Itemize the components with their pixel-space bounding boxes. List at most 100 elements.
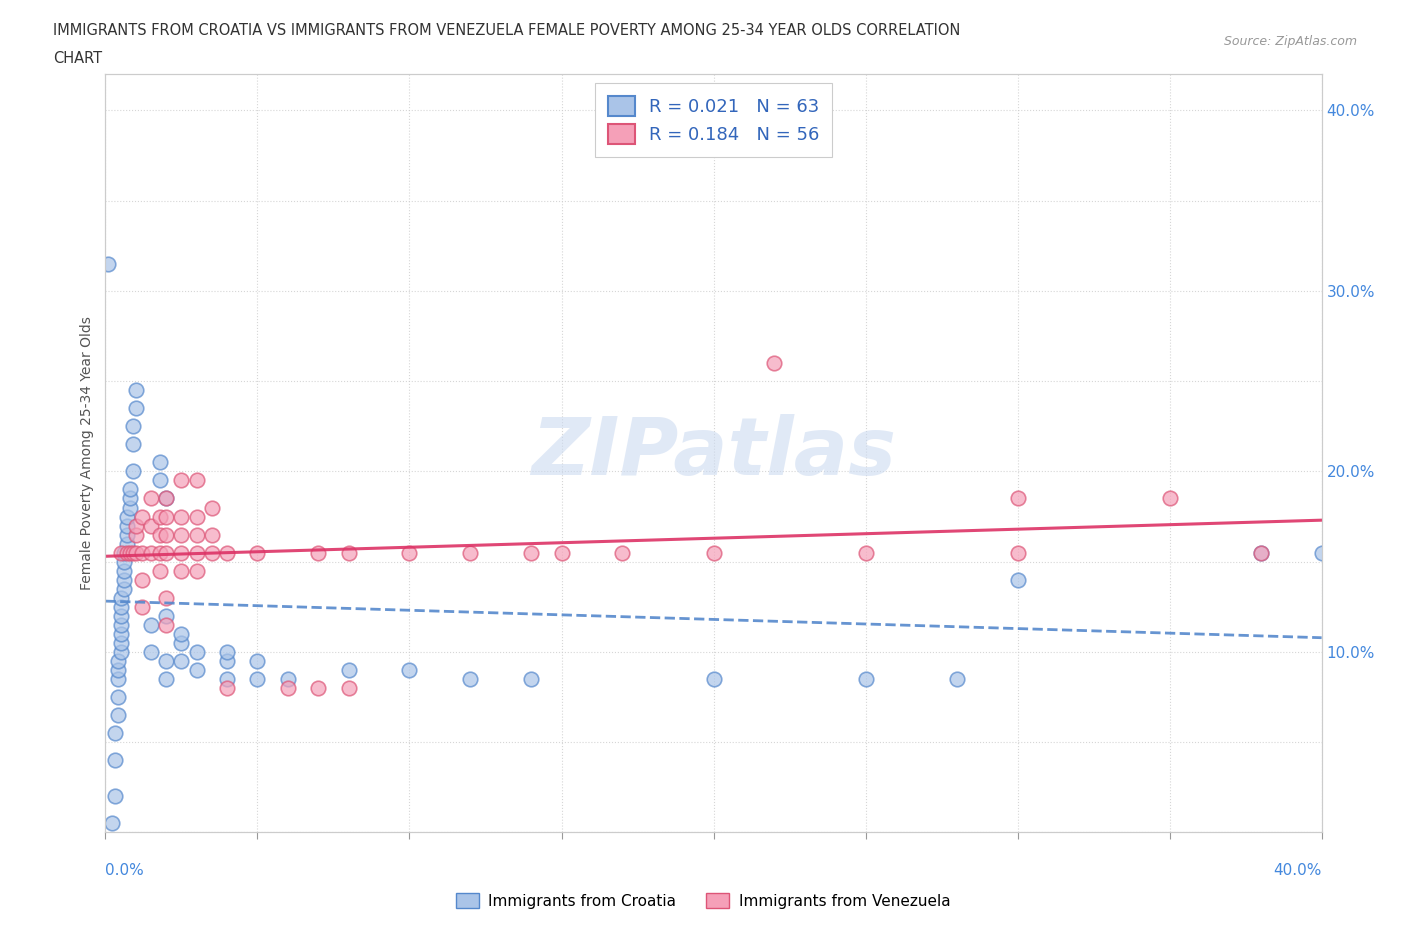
Point [115, 537, 138, 551]
Point [398, 545, 420, 560]
Point [307, 545, 329, 560]
Point [217, 644, 239, 659]
Point [118, 545, 141, 560]
Point [110, 545, 132, 560]
Point [1250, 545, 1272, 560]
Point [1007, 491, 1029, 506]
Point [170, 564, 193, 578]
Point [103, 752, 125, 767]
Point [1310, 545, 1333, 560]
Point [1159, 491, 1181, 506]
Point [186, 509, 208, 524]
Point [217, 545, 239, 560]
Point [107, 708, 129, 723]
Point [217, 654, 239, 669]
Point [337, 662, 360, 677]
Text: 40.0%: 40.0% [1274, 863, 1322, 878]
Point [139, 618, 162, 632]
Point [763, 355, 786, 370]
Point [201, 527, 224, 542]
Point [107, 689, 129, 704]
Point [155, 527, 177, 542]
Point [702, 671, 725, 686]
Point [149, 455, 172, 470]
Point [170, 509, 193, 524]
Point [131, 545, 153, 560]
Point [186, 527, 208, 542]
Point [1007, 572, 1029, 587]
Point [125, 527, 148, 542]
Point [115, 545, 138, 560]
Point [103, 789, 125, 804]
Y-axis label: Female Poverty Among 25-34 Year Olds: Female Poverty Among 25-34 Year Olds [80, 316, 94, 591]
Point [217, 671, 239, 686]
Point [110, 618, 132, 632]
Text: Source: ZipAtlas.com: Source: ZipAtlas.com [1223, 35, 1357, 48]
Point [277, 681, 299, 696]
Point [131, 509, 153, 524]
Point [186, 473, 208, 488]
Point [155, 491, 177, 506]
Point [155, 509, 177, 524]
Point [945, 671, 967, 686]
Point [520, 671, 543, 686]
Point [110, 591, 132, 605]
Point [1007, 545, 1029, 560]
Point [139, 491, 162, 506]
Point [520, 545, 543, 560]
Point [110, 627, 132, 642]
Point [201, 545, 224, 560]
Legend: R = 0.021   N = 63, R = 0.184   N = 56: R = 0.021 N = 63, R = 0.184 N = 56 [595, 84, 832, 156]
Point [155, 591, 177, 605]
Point [112, 554, 135, 569]
Point [131, 572, 153, 587]
Point [246, 545, 269, 560]
Point [115, 509, 138, 524]
Point [125, 383, 148, 398]
Point [118, 482, 141, 497]
Point [155, 654, 177, 669]
Point [186, 564, 208, 578]
Point [125, 401, 148, 416]
Point [149, 545, 172, 560]
Point [458, 671, 481, 686]
Text: CHART: CHART [53, 51, 103, 66]
Point [139, 518, 162, 533]
Point [170, 654, 193, 669]
Point [112, 545, 135, 560]
Point [155, 618, 177, 632]
Point [186, 662, 208, 677]
Point [121, 464, 143, 479]
Point [170, 635, 193, 650]
Point [201, 500, 224, 515]
Point [149, 509, 172, 524]
Point [112, 581, 135, 596]
Point [118, 500, 141, 515]
Point [121, 437, 143, 452]
Point [337, 681, 360, 696]
Point [155, 671, 177, 686]
Point [246, 654, 269, 669]
Point [110, 608, 132, 623]
Point [139, 644, 162, 659]
Point [112, 564, 135, 578]
Point [97, 257, 120, 272]
Point [149, 564, 172, 578]
Text: ZIPatlas: ZIPatlas [531, 415, 896, 492]
Point [103, 725, 125, 740]
Point [100, 816, 122, 830]
Point [121, 418, 143, 433]
Point [550, 545, 572, 560]
Point [155, 545, 177, 560]
Point [110, 599, 132, 614]
Point [170, 545, 193, 560]
Point [246, 671, 269, 686]
Point [155, 608, 177, 623]
Point [217, 681, 239, 696]
Point [118, 491, 141, 506]
Point [112, 572, 135, 587]
Point [107, 654, 129, 669]
Point [398, 662, 420, 677]
Point [115, 527, 138, 542]
Point [121, 545, 143, 560]
